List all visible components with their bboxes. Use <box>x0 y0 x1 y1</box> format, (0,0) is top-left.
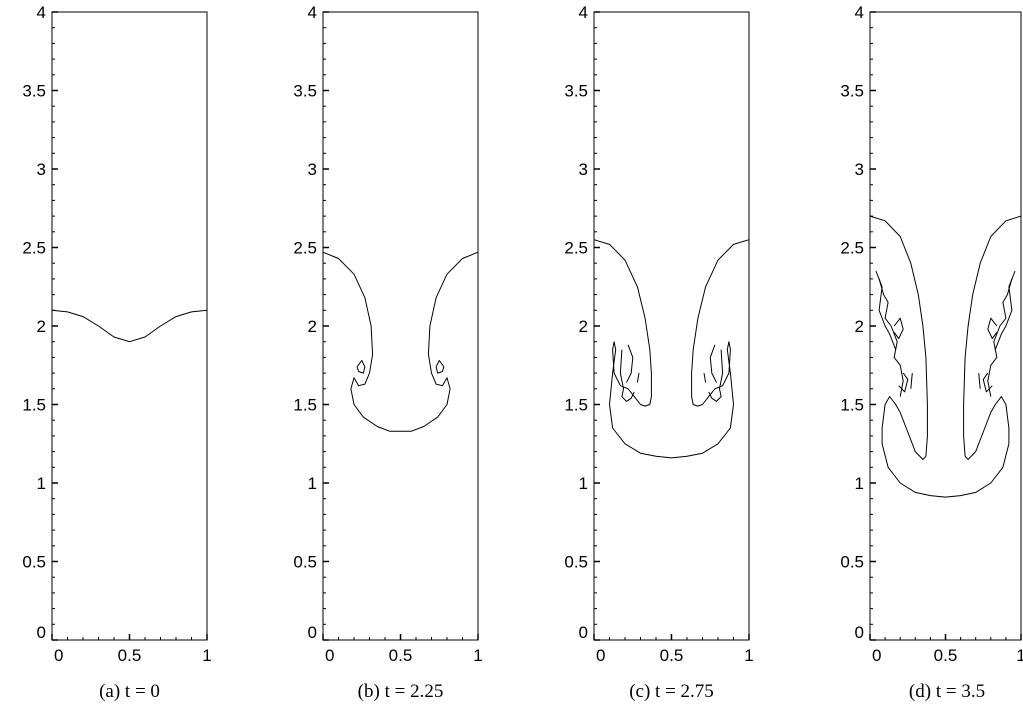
y-tick-label: 1 <box>308 474 317 493</box>
x-tick-label: 0.5 <box>660 646 684 665</box>
y-tick-label: 1.5 <box>22 396 46 415</box>
interface-curve-3 <box>636 373 640 383</box>
y-tick-label: 0 <box>855 623 864 642</box>
interface-curve-3 <box>893 317 904 340</box>
interface-curve-0 <box>869 215 1022 498</box>
x-tick-label: 0.5 <box>389 646 413 665</box>
y-tick-label: 4 <box>308 3 317 22</box>
y-tick-label: 1.5 <box>840 396 864 415</box>
y-tick-label: 2 <box>308 317 317 336</box>
interface-curve-1 <box>619 349 635 402</box>
y-tick-label: 2 <box>579 317 588 336</box>
y-tick-label: 4 <box>579 3 588 22</box>
interface-curve-6 <box>987 278 1013 397</box>
y-tick-label: 2.5 <box>840 239 864 258</box>
interface-curve-8 <box>987 317 998 340</box>
y-tick-label: 3.5 <box>564 82 588 101</box>
y-tick-label: 3.5 <box>840 82 864 101</box>
y-tick-label: 3 <box>37 160 46 179</box>
plot-frame <box>51 11 208 641</box>
interface-curve-10 <box>978 373 981 389</box>
y-tick-label: 2.5 <box>564 239 588 258</box>
y-tick-label: 2 <box>37 317 46 336</box>
interface-curve-2 <box>626 344 634 383</box>
y-tick-label: 4 <box>855 3 864 22</box>
y-tick-label: 3.5 <box>22 82 46 101</box>
y-tick-label: 1 <box>855 474 864 493</box>
interface-curve-6 <box>703 373 707 383</box>
panel-0: 0 0.5 1 1.5 2 2.5 3 3.5 4 0 0.5 1 (a) t = 0 <box>22 3 211 702</box>
interface-curve-2 <box>435 360 445 374</box>
y-tick-label: 1.5 <box>293 396 317 415</box>
interface-curve-7 <box>994 270 1016 350</box>
y-tick-label: 3 <box>308 160 317 179</box>
panel-caption: (a) t = 0 <box>99 681 160 702</box>
plot-frame <box>593 11 750 641</box>
interface-curve-0 <box>593 239 750 459</box>
y-tick-label: 2.5 <box>293 239 317 258</box>
panel-2: 0 0.5 1 1.5 2 2.5 3 3.5 4 0 0.5 1 (c) t = 2.75 <box>564 3 753 702</box>
x-tick-label: 0 <box>54 646 63 665</box>
y-tick-label: 3.5 <box>293 82 317 101</box>
interface-curve-1 <box>878 278 904 397</box>
interface-curve-4 <box>898 372 909 393</box>
interface-curve-4 <box>708 349 724 402</box>
panel-1: 0 0.5 1 1.5 2 2.5 3 3.5 4 0 0.5 1 (b) t = 2.25 <box>293 3 482 702</box>
plot-frame <box>869 11 1022 641</box>
y-tick-label: 0 <box>308 623 317 642</box>
interface-curve-2 <box>875 270 897 350</box>
x-tick-label: 1 <box>744 646 753 665</box>
x-tick-label: 0.5 <box>934 646 958 665</box>
interface-curve-1 <box>356 360 366 374</box>
x-tick-label: 1 <box>473 646 482 665</box>
y-tick-label: 3 <box>855 160 864 179</box>
y-tick-label: 0 <box>579 623 588 642</box>
x-tick-label: 1 <box>1016 646 1023 665</box>
y-tick-label: 0.5 <box>840 553 864 572</box>
y-tick-label: 1 <box>37 474 46 493</box>
y-tick-label: 0.5 <box>293 553 317 572</box>
y-tick-label: 2 <box>855 317 864 336</box>
plot-frame <box>322 11 479 641</box>
x-tick-label: 0 <box>596 646 605 665</box>
y-tick-label: 0.5 <box>22 553 46 572</box>
y-tick-label: 0 <box>37 623 46 642</box>
x-tick-label: 1 <box>202 646 211 665</box>
x-tick-label: 0 <box>325 646 334 665</box>
interface-curve-0 <box>322 251 479 432</box>
y-tick-label: 2.5 <box>22 239 46 258</box>
x-tick-label: 0.5 <box>118 646 142 665</box>
panel-caption: (b) t = 2.25 <box>358 681 444 702</box>
x-tick-label: 0 <box>872 646 881 665</box>
y-tick-label: 3 <box>579 160 588 179</box>
interface-curve-5 <box>709 344 717 383</box>
y-tick-label: 4 <box>37 3 46 22</box>
y-tick-label: 1.5 <box>564 396 588 415</box>
interface-curve-0 <box>51 309 208 343</box>
interface-curve-5 <box>910 373 913 389</box>
panel-caption: (c) t = 2.75 <box>629 681 714 702</box>
interface-curve-9 <box>982 372 993 393</box>
y-tick-label: 1 <box>579 474 588 493</box>
panel-3: 0 0.5 1 1.5 2 2.5 3 3.5 4 0 0.5 1 (d) t = 3.5 <box>840 3 1023 702</box>
y-tick-label: 0.5 <box>564 553 588 572</box>
panel-caption: (d) t = 3.5 <box>909 681 985 702</box>
